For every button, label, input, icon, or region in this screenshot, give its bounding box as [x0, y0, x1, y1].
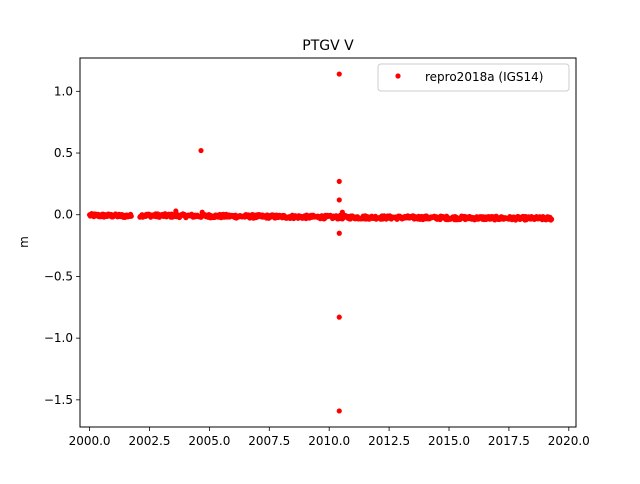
x-tick-label: 2010.0 [308, 434, 350, 448]
legend-label: repro2018a (IGS14) [425, 70, 543, 84]
data-point [128, 213, 134, 219]
data-point [548, 216, 555, 222]
x-tick-label: 2002.5 [128, 434, 170, 448]
data-point [336, 71, 342, 77]
y-tick-label: −0.5 [44, 269, 73, 283]
y-tick-label: 0.5 [54, 146, 73, 160]
x-axis: 2000.0 2002.5 2005.0 2007.5 2010.0 2012.5 2015… [69, 427, 590, 448]
x-tick-label: 2007.5 [248, 434, 290, 448]
plot-area [86, 71, 555, 414]
y-tick-label: 1.0 [54, 84, 73, 98]
chart-title: PTGV V [302, 38, 354, 54]
data-point [336, 197, 342, 203]
x-tick-label: 2015.0 [428, 434, 470, 448]
data-point [173, 208, 179, 214]
x-tick-label: 2005.0 [188, 434, 230, 448]
axes-frame [79, 57, 577, 428]
data-point [336, 178, 342, 185]
data-point [339, 209, 345, 215]
y-tick-label: 0.0 [54, 208, 73, 222]
data-point [336, 408, 342, 414]
data-point [336, 230, 342, 236]
y-axis: −1.5 −1.0 −0.5 0.0 0.5 1.0 [44, 84, 80, 407]
y-axis-label: m [17, 236, 31, 248]
data-point [198, 147, 204, 154]
y-tick-label: −1.5 [44, 393, 73, 407]
y-tick-label: −1.0 [44, 331, 73, 345]
data-point [336, 314, 342, 320]
x-tick-label: 2017.5 [488, 434, 530, 448]
x-tick-label: 2000.0 [69, 434, 111, 448]
legend: repro2018a (IGS14) [377, 63, 570, 92]
legend-box [377, 63, 570, 92]
x-tick-label: 2012.5 [368, 434, 410, 448]
data-point [199, 209, 205, 215]
legend-marker [395, 73, 401, 79]
x-tick-label: 2020.0 [548, 434, 590, 448]
